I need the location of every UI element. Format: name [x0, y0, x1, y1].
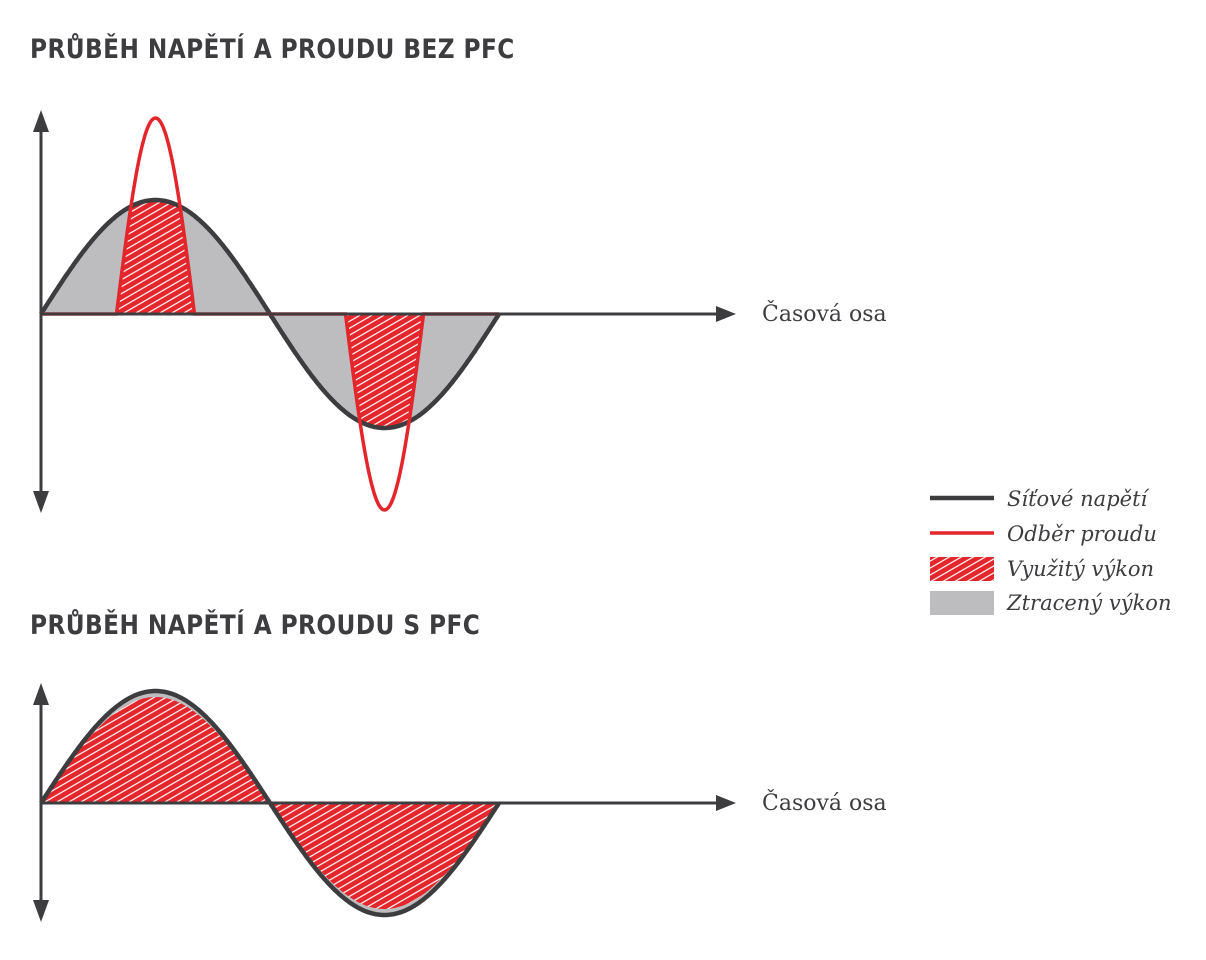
- legend: Síťové napětí Odběr proudu Využitý výkon…: [930, 487, 1171, 615]
- legend-item-current: Odběr proudu: [930, 522, 1157, 546]
- legend-label: Odběr proudu: [1007, 522, 1157, 546]
- title-with-pfc: PRŮBĚH NAPĚTÍ A PROUDU S PFC: [30, 610, 481, 641]
- legend-label: Ztracený výkon: [1006, 591, 1171, 615]
- time-axis-label: Časová osa: [762, 789, 887, 816]
- title-without-pfc: PRŮBĚH NAPĚTÍ A PROUDU BEZ PFC: [30, 34, 515, 65]
- diagram-with-pfc: Časová osa: [33, 683, 887, 922]
- value-axis: [33, 683, 49, 922]
- legend-swatch: [930, 557, 994, 581]
- legend-swatch: [930, 591, 994, 615]
- time-axis: [41, 306, 736, 322]
- legend-item-lost-power: Ztracený výkon: [930, 591, 1171, 615]
- diagram-without-pfc: Časová osa: [33, 110, 887, 513]
- legend-item-used-power: Využitý výkon: [930, 557, 1154, 581]
- legend-item-voltage: Síťové napětí: [930, 487, 1150, 511]
- time-axis-label: Časová osa: [762, 300, 887, 327]
- legend-label: Síťové napětí: [1007, 487, 1150, 511]
- time-axis: [41, 795, 736, 811]
- legend-label: Využitý výkon: [1007, 557, 1154, 581]
- value-axis: [33, 110, 49, 513]
